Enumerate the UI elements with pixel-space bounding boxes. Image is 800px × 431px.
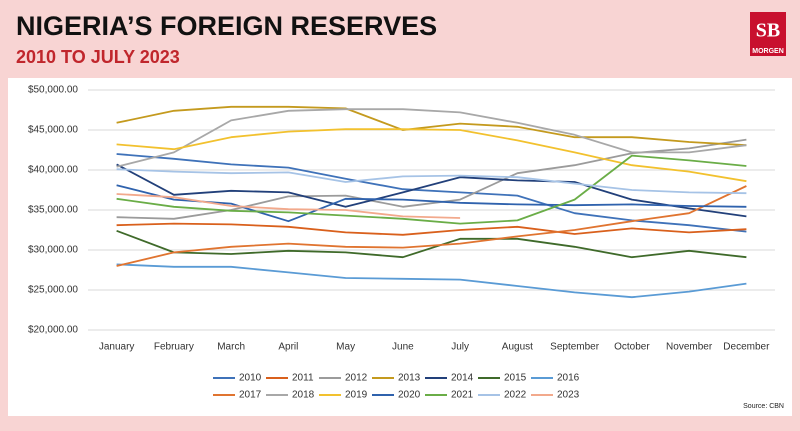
source-note: Source: CBN [743, 403, 784, 410]
legend-label: 2017 [239, 390, 262, 401]
y-tick-label: $25,000.00 [28, 285, 78, 296]
series-line [116, 128, 747, 183]
x-tick-label: January [99, 342, 135, 353]
series-line [116, 185, 747, 267]
x-tick-label: July [451, 342, 469, 353]
x-tick-label: March [217, 342, 245, 353]
y-tick-label: $20,000.00 [28, 325, 78, 336]
logo-text: MORGEN [752, 48, 784, 55]
y-tick-label: $35,000.00 [28, 205, 78, 216]
y-tick-label: $30,000.00 [28, 245, 78, 256]
y-tick-label: $45,000.00 [28, 125, 78, 136]
legend-label: 2022 [504, 390, 527, 401]
series-line [116, 154, 747, 225]
legend-label: 2011 [292, 373, 314, 384]
series-line [116, 263, 747, 299]
x-tick-label: May [336, 342, 355, 353]
legend-label: 2015 [504, 373, 527, 384]
x-tick-label: June [392, 342, 414, 353]
legend-label: 2012 [345, 373, 368, 384]
legend-label: 2020 [398, 390, 421, 401]
legend-label: 2014 [451, 373, 474, 384]
x-tick-label: September [550, 342, 600, 353]
legend-label: 2018 [292, 390, 315, 401]
series-line [116, 153, 747, 233]
legend-label: 2013 [398, 373, 421, 384]
series-line [116, 168, 747, 195]
legend-label: 2021 [451, 390, 474, 401]
series-line [116, 184, 747, 223]
legend-label: 2016 [557, 373, 580, 384]
series-line [116, 108, 747, 168]
chart-title: NIGERIA’S FOREIGN RESERVES [16, 11, 437, 41]
series-line [116, 105, 747, 147]
x-tick-label: August [502, 342, 533, 353]
y-tick-label: $40,000.00 [28, 165, 78, 176]
x-tick-label: April [278, 342, 298, 353]
legend-label: 2019 [345, 390, 368, 401]
chart-subtitle: 2010 TO JULY 2023 [16, 47, 180, 67]
y-tick-label: $50,000.00 [28, 85, 78, 96]
x-tick-label: November [666, 342, 713, 353]
legend-label: 2010 [239, 373, 262, 384]
logo-mark: SB [756, 20, 780, 42]
series-line [116, 222, 747, 236]
series-line [116, 193, 461, 219]
x-tick-label: February [154, 342, 194, 353]
x-tick-label: December [723, 342, 770, 353]
series-line [116, 163, 747, 218]
x-tick-label: October [614, 342, 650, 353]
legend-label: 2023 [557, 390, 580, 401]
logo-box [750, 12, 786, 56]
series-line [116, 229, 747, 259]
